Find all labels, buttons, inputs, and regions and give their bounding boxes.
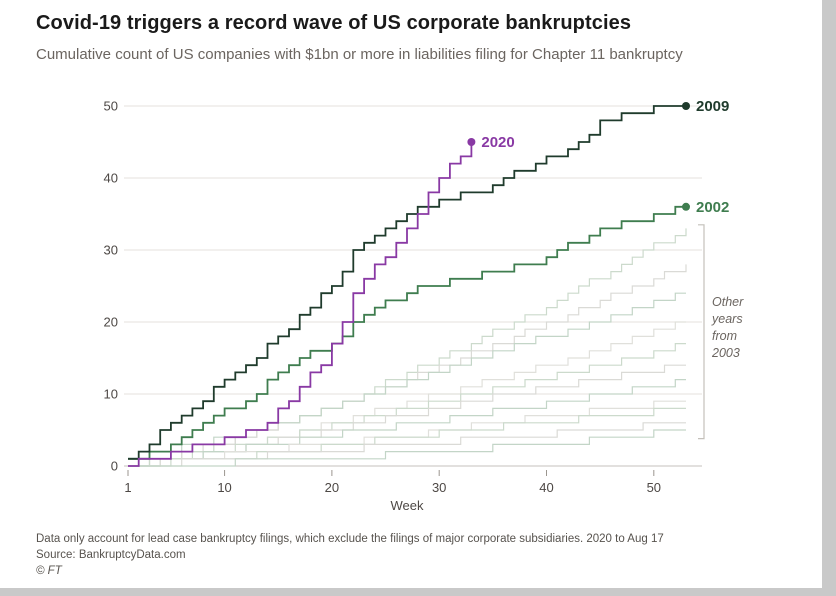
y-tick-label: 50 — [104, 99, 118, 114]
x-axis-label: Week — [391, 498, 424, 513]
end-dot-2020 — [467, 138, 476, 146]
series-label-2002: 2002 — [696, 199, 729, 216]
line-2002 — [128, 205, 686, 460]
x-tick-label: 40 — [539, 480, 553, 495]
footer-source: Source: BankruptcyData.com — [36, 549, 186, 561]
chart-footer: Data only account for lead case bankrupt… — [36, 531, 664, 579]
other-years-annotation: from — [712, 329, 737, 343]
y-tick-label: 30 — [104, 243, 118, 258]
end-dot-2009 — [682, 102, 690, 110]
line-2009 — [128, 105, 686, 460]
line-other-year — [128, 379, 686, 467]
line-other-year — [128, 422, 686, 467]
footer-note: Data only account for lead case bankrupt… — [36, 533, 664, 545]
series-label-2009: 2009 — [696, 98, 729, 115]
line-other-year — [128, 400, 686, 467]
line-other-year — [128, 429, 686, 467]
y-tick-label: 40 — [104, 171, 118, 186]
y-tick-label: 20 — [104, 315, 118, 330]
line-other-year — [128, 264, 687, 467]
chart-subtitle: Cumulative count of US companies with $1… — [36, 46, 683, 63]
x-tick-label: 30 — [432, 480, 446, 495]
y-tick-label: 0 — [111, 459, 118, 474]
other-years-annotation: Other — [712, 295, 744, 309]
line-2020 — [128, 142, 473, 467]
other-years-bracket — [698, 224, 705, 440]
chart-title: Covid-19 triggers a record wave of US co… — [36, 12, 632, 34]
end-dot-2002 — [682, 202, 690, 211]
x-tick-label: 1 — [124, 480, 131, 495]
chart-page: Covid-19 triggers a record wave of US co… — [0, 0, 822, 588]
x-tick-label: 50 — [647, 480, 661, 495]
x-tick-label: 10 — [217, 480, 231, 495]
x-tick-label: 20 — [325, 480, 339, 495]
other-years-annotation: 2003 — [711, 346, 740, 360]
footer-credit: © FT — [36, 565, 62, 577]
bankruptcies-step-chart: 0 10 20 30 40 50 1 10 20 30 40 50 Week 2002 2009 2020 Ot… — [104, 98, 745, 513]
y-tick-label: 10 — [104, 387, 118, 402]
series-label-2020: 2020 — [481, 134, 514, 151]
other-years-annotation: years — [711, 312, 743, 326]
